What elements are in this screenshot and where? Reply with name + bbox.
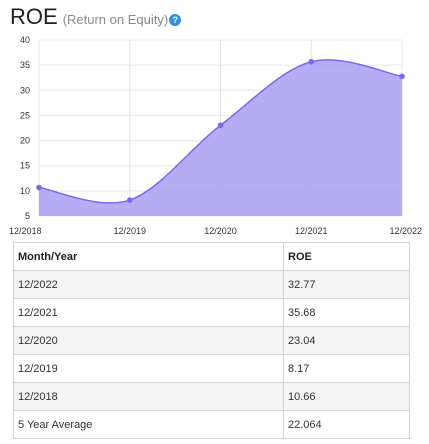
- row-period: 5 Year Average: [13, 410, 284, 439]
- row-period: 12/2022: [13, 270, 284, 299]
- header-roe: ROE: [283, 242, 410, 271]
- table-row: 12/2020 23.04: [13, 326, 410, 355]
- table-row-average: 5 Year Average 22.064: [13, 410, 410, 439]
- x-tick-label: 12/2022: [389, 226, 422, 236]
- table-row: 12/2018 10.66: [13, 382, 410, 411]
- table-row: 12/2019 8.17: [13, 354, 410, 383]
- data-point: [399, 73, 405, 80]
- row-period: 12/2020: [13, 326, 284, 355]
- y-tick-label: 40: [20, 35, 30, 45]
- y-tick-label: 25: [20, 110, 30, 120]
- data-point: [308, 58, 315, 65]
- row-value: 8.17: [283, 354, 410, 383]
- y-tick-label: 15: [20, 161, 30, 171]
- x-axis: 12/2018 12/2019 12/2020 12/2021 12/2022: [9, 226, 422, 236]
- x-tick-label: 12/2020: [204, 226, 237, 236]
- roe-area: [39, 59, 402, 217]
- question-circle-icon[interactable]: ?: [169, 14, 182, 26]
- row-period: 12/2018: [13, 382, 284, 411]
- data-point: [217, 122, 224, 129]
- row-period: 12/2021: [13, 298, 284, 327]
- y-axis: 5 10 15 20 25 30 35 40: [20, 35, 30, 221]
- row-value: 35.68: [283, 298, 410, 327]
- y-tick-label: 5: [25, 211, 30, 221]
- series-layer: [36, 58, 405, 217]
- header-month-year: Month/Year: [13, 242, 284, 271]
- data-point: [126, 197, 133, 203]
- x-tick-label: 12/2019: [113, 226, 146, 236]
- row-value: 10.66: [283, 382, 410, 411]
- y-tick-label: 30: [20, 85, 30, 95]
- y-tick-label: 20: [20, 136, 30, 146]
- chart-title: ROE: [10, 4, 58, 29]
- y-tick-label: 10: [20, 186, 30, 196]
- row-value: 22.064: [283, 410, 410, 439]
- table-header-row: Month/Year ROE: [13, 242, 410, 271]
- chart-header: ROE (Return on Equity) ?: [10, 4, 182, 30]
- x-tick-label: 12/2021: [295, 226, 328, 236]
- row-value: 23.04: [283, 326, 410, 355]
- data-point: [36, 184, 42, 191]
- y-tick-label: 35: [20, 60, 30, 70]
- chart-subtitle: (Return on Equity): [62, 12, 169, 27]
- roe-table: Month/Year ROE 12/2022 32.77 12/2021 35.…: [13, 242, 410, 439]
- table-row: 12/2022 32.77: [13, 270, 410, 299]
- x-tick-label: 12/2018: [9, 226, 42, 236]
- row-value: 32.77: [283, 270, 410, 299]
- table-row: 12/2021 35.68: [13, 298, 410, 327]
- row-period: 12/2019: [13, 354, 284, 383]
